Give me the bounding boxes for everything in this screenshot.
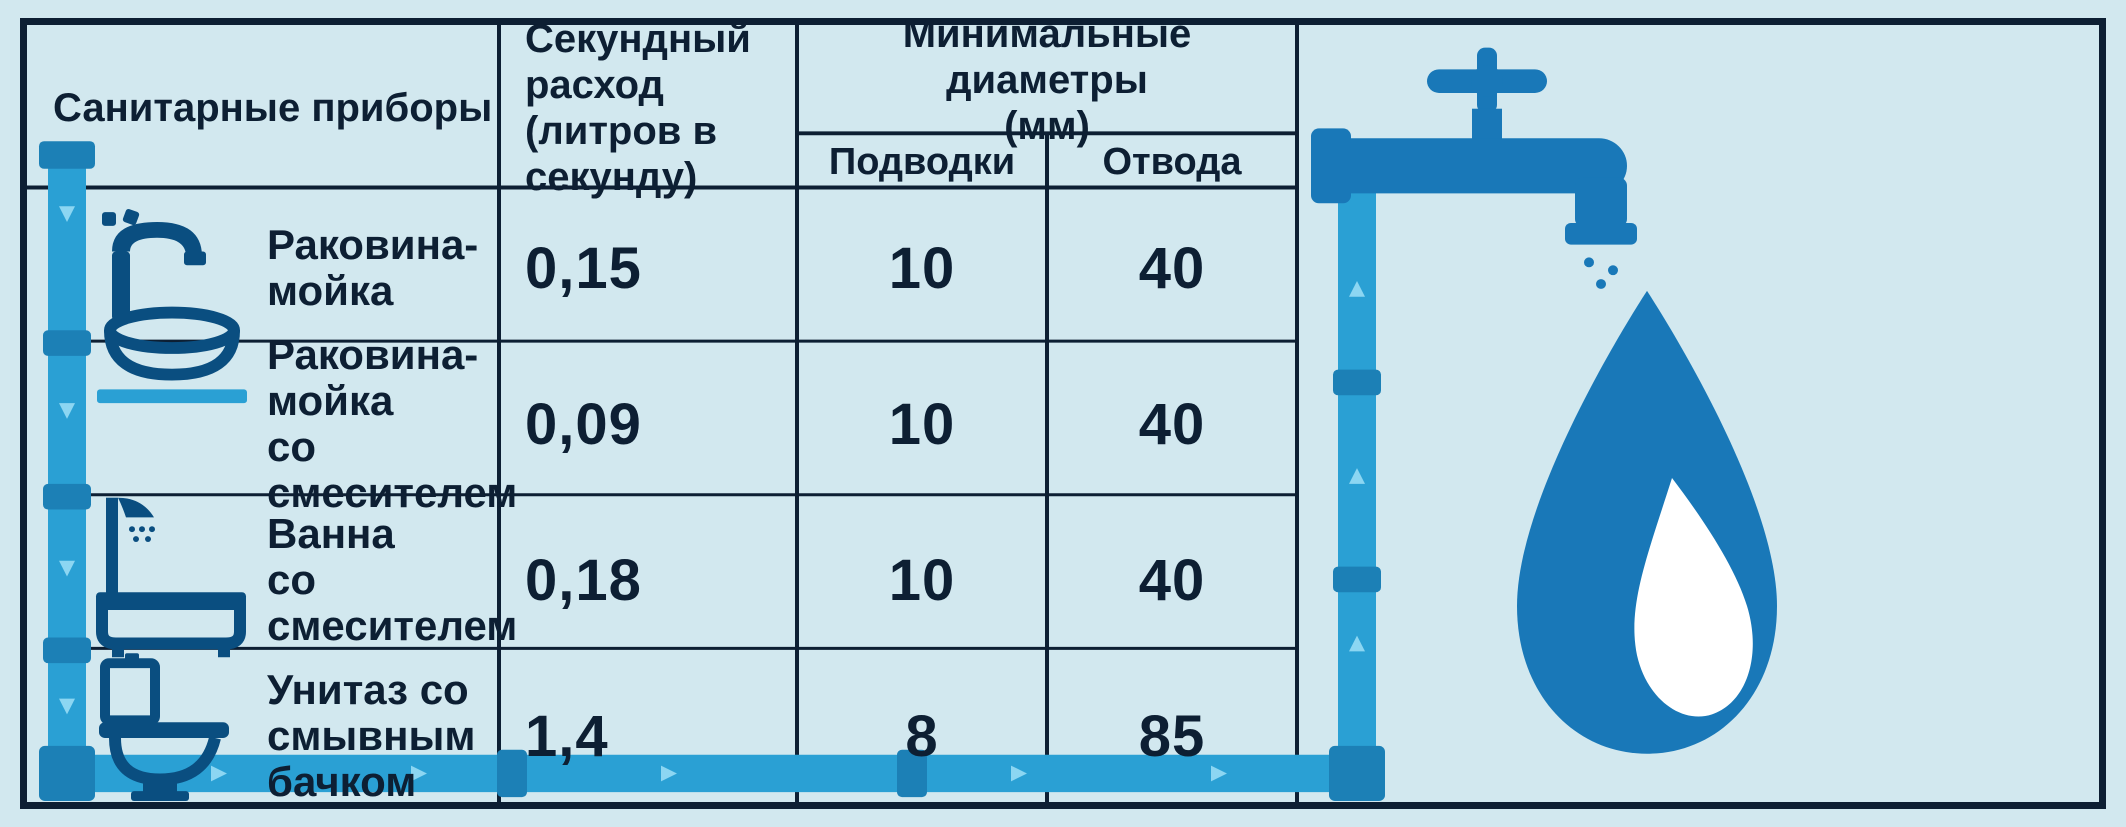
row-label-line1: Ванна (267, 511, 517, 557)
header-col1: Санитарные приборы (27, 25, 499, 190)
cell-supply: 10 (797, 502, 1047, 658)
cell-drain: 40 (1047, 502, 1297, 658)
subheader-col4: Отвода (1047, 135, 1297, 190)
row-label-line2: смывным бачком (267, 713, 499, 805)
row-label-line1: Раковина-мойка (267, 332, 517, 424)
row-label-line2: со смесителем (267, 557, 517, 649)
row-label-line1: Унитаз со (267, 667, 499, 713)
table-frame: Санитарные приборы Секундный расход (лит… (20, 18, 2106, 809)
cell-drain: 40 (1047, 346, 1297, 502)
header-col2-line2: (литров в секунду) (525, 108, 797, 200)
cell-drain: 85 (1047, 658, 1297, 814)
table-row: Раковина-мойка (87, 190, 499, 346)
cell-drain: 40 (1047, 190, 1297, 346)
header-col1-text: Санитарные приборы (53, 85, 492, 131)
table-row: Унитаз со смывным бачком (87, 658, 499, 814)
table-row: Раковина-мойка со смесителем (87, 346, 499, 502)
water-drop-icon (1517, 291, 1777, 754)
tap-icon (1311, 48, 1637, 289)
cell-supply: 10 (797, 190, 1047, 346)
cell-supply: 8 (797, 658, 1047, 814)
row-label-line1: Раковина-мойка (267, 222, 499, 314)
subheader-col3-text: Подводки (829, 141, 1015, 184)
header-col2: Секундный расход (литров в секунду) (499, 25, 797, 190)
header-col34: Минимальные диаметры (мм) (797, 25, 1297, 135)
cell-flow: 0,15 (499, 190, 797, 346)
cell-flow: 0,09 (499, 346, 797, 502)
subheader-col3: Подводки (797, 135, 1047, 190)
header-col2-line1: Секундный расход (525, 16, 797, 108)
cell-flow: 0,18 (499, 502, 797, 658)
subheader-col4-text: Отвода (1103, 141, 1242, 184)
cell-supply: 10 (797, 346, 1047, 502)
table-row: Ванна со смесителем (87, 502, 499, 658)
header-col34-line1: Минимальные диаметры (797, 11, 1297, 103)
cell-flow: 1,4 (499, 658, 797, 814)
infographic-root: Санитарные приборы Секундный расход (лит… (0, 0, 2126, 827)
